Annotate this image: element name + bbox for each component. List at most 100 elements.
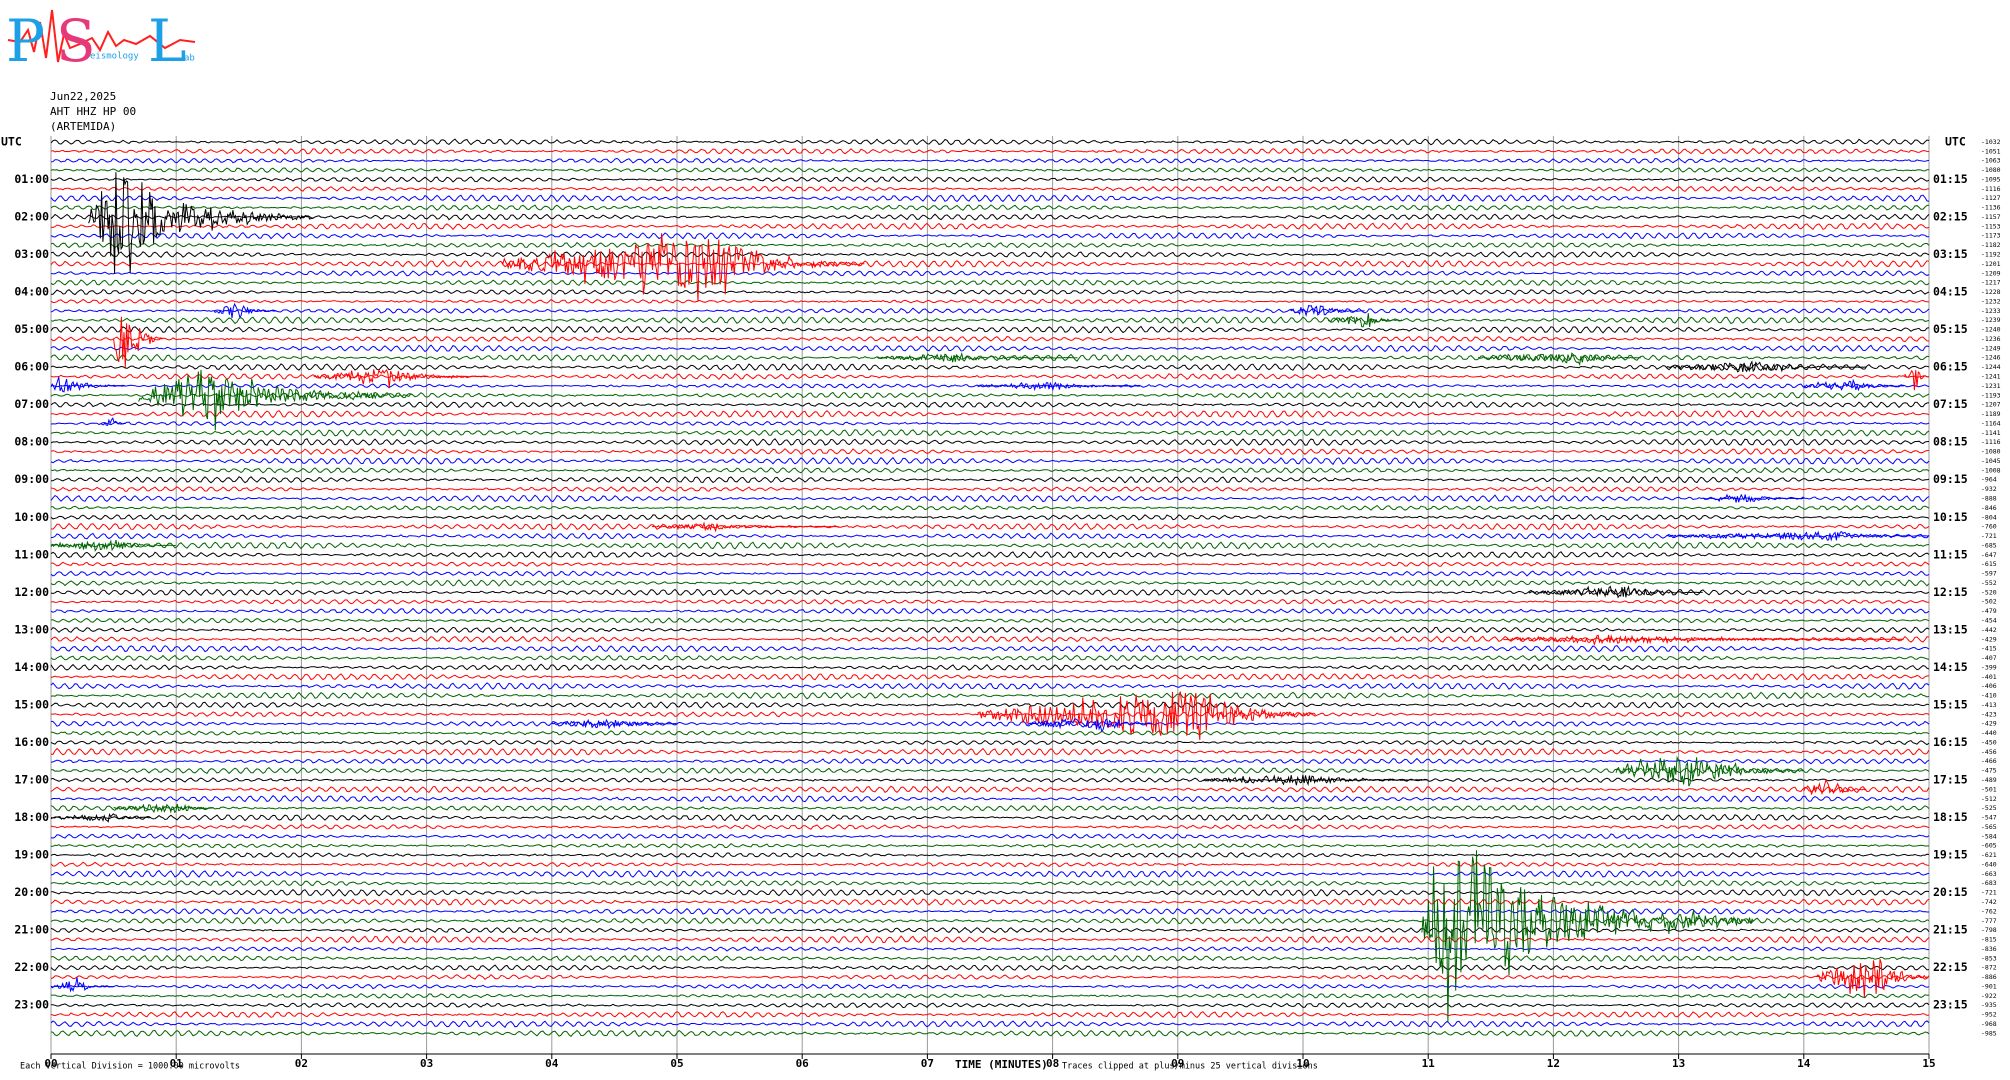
trace: [51, 842, 1930, 849]
trace-offset: -1051: [1981, 147, 2001, 155]
x-tick-label: 00: [44, 1057, 57, 1070]
trace-offset: -836: [1981, 945, 1997, 953]
trace-offset: -1249: [1981, 344, 2001, 352]
trace-offset: -429: [1981, 635, 1997, 643]
trace-offset: -1189: [1981, 410, 2001, 418]
trace: [50, 711, 1930, 718]
trace: [50, 241, 1930, 249]
trace: [50, 794, 1930, 803]
hour-label-right: 12:15: [1933, 585, 1968, 599]
x-tick-label: 13: [1672, 1057, 1685, 1070]
hour-label-right: 06:15: [1933, 360, 1968, 374]
trace-offset: -1116: [1981, 438, 2001, 446]
trace-offset: -1241: [1981, 373, 2001, 381]
seismic-event: [876, 351, 1078, 363]
hour-label-left: 03:00: [14, 247, 49, 261]
hour-label-right: 17:15: [1933, 773, 1968, 787]
trace: [50, 739, 1930, 746]
trace: [50, 1029, 1930, 1038]
site: (ARTEMIDA): [50, 120, 116, 133]
trace-offset: -1192: [1981, 251, 2001, 259]
hour-label-left: 09:00: [14, 472, 49, 486]
hour-label-left: 11:00: [14, 547, 49, 561]
hour-label-right: 04:15: [1933, 285, 1968, 299]
x-tick-label: 01: [170, 1057, 184, 1070]
trace-offset: -804: [1981, 513, 1997, 521]
trace-offset: -621: [1981, 851, 1997, 859]
hour-label-left: 05:00: [14, 322, 49, 336]
trace-offset: -663: [1981, 870, 1997, 878]
hour-label-left: 01:00: [14, 172, 49, 186]
trace-offset: -932: [1981, 485, 1997, 493]
trace-offset: -502: [1981, 598, 1997, 606]
trace-offset: -1008: [1981, 466, 2001, 474]
trace-offset: -935: [1981, 1001, 1997, 1009]
traces: [50, 138, 1930, 1038]
trace-offset: -597: [1981, 570, 1997, 578]
trace: [50, 185, 1930, 193]
trace-offset: -450: [1981, 738, 1997, 746]
trace-offset: -501: [1981, 785, 1997, 793]
trace: [50, 157, 1930, 164]
x-axis-label: TIME (MINUTES): [955, 1058, 1048, 1071]
hour-label-right: 01:15: [1933, 172, 1968, 186]
trace-offset: -1173: [1981, 232, 2001, 240]
trace-offset: -815: [1981, 936, 1997, 944]
zone-right: UTC: [1945, 135, 1966, 149]
trace: [50, 344, 1930, 353]
x-tick-label: 10: [1296, 1057, 1309, 1070]
trace-offset: -685: [1981, 541, 1997, 549]
hour-label-left: 13:00: [14, 622, 49, 636]
hour-label-left: 06:00: [14, 360, 49, 374]
hour-label-left: 08:00: [14, 435, 49, 449]
trace: [50, 935, 1930, 944]
x-tick-label: 15: [1922, 1057, 1935, 1070]
hour-label-left: 15:00: [14, 697, 49, 711]
hour-label-right: 18:15: [1933, 810, 1968, 824]
seismic-event: [113, 803, 214, 814]
trace: [50, 401, 1930, 409]
seismic-event: [1665, 530, 1929, 542]
trace-offset: -475: [1981, 767, 1997, 775]
trace-offset: -525: [1981, 804, 1997, 812]
trace-offset: -1228: [1981, 288, 2001, 296]
trace-offset: -440: [1981, 729, 1997, 737]
trace-offset: -1193: [1981, 391, 2001, 399]
trace: [50, 269, 1930, 277]
trace: [50, 673, 1930, 681]
trace-offset: -413: [1981, 701, 1997, 709]
seismic-event: [651, 521, 840, 533]
trace: [50, 852, 1930, 859]
trace: [50, 954, 1930, 963]
seismic-event: [1703, 493, 1804, 503]
trace-offset: -1209: [1981, 269, 2001, 277]
hour-label-right: 15:15: [1933, 697, 1968, 711]
seismic-event: [551, 718, 677, 730]
x-tick-label: 05: [670, 1057, 683, 1070]
hour-label-right: 23:15: [1933, 998, 1968, 1012]
seismic-event: [977, 691, 1316, 740]
seismic-event: [88, 172, 314, 274]
trace-offset: -415: [1981, 645, 1997, 653]
seismic-event: [1503, 634, 1904, 646]
trace: [50, 167, 1930, 174]
hour-label-right: 16:15: [1933, 735, 1968, 749]
trace: [50, 804, 1930, 812]
logo-letter: L: [148, 7, 187, 75]
trace: [50, 475, 1930, 484]
trace-offset: -423: [1981, 710, 1997, 718]
trace: [50, 701, 1930, 709]
trace: [50, 964, 1930, 972]
seismic-event: [1327, 313, 1403, 328]
logo-letter: P: [6, 7, 45, 75]
clip-note: Traces clipped at plus/minus 25 vertical…: [1062, 1062, 1318, 1072]
trace: [50, 373, 1930, 381]
trace-offset: -968: [1981, 1020, 1997, 1028]
trace-offset: -584: [1981, 832, 1997, 840]
trace-offset: -401: [1981, 673, 1997, 681]
hour-label-left: 23:00: [14, 998, 49, 1012]
hour-label-right: 13:15: [1933, 622, 1968, 636]
seismic-event: [1477, 352, 1641, 366]
trace: [50, 907, 1929, 915]
trace: [50, 420, 1930, 427]
